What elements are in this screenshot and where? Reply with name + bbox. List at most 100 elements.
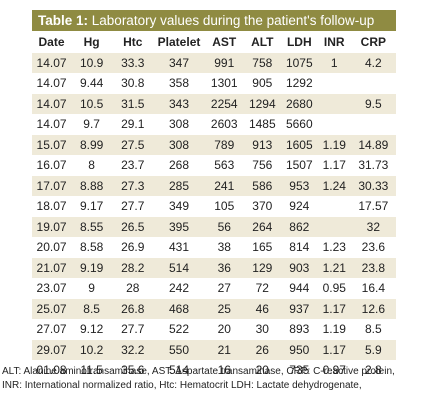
table-row: 27.07 9.12 27.7 522 20 30 893 1.19 8.5 xyxy=(32,319,396,340)
table-cell: 1.23 xyxy=(322,240,346,255)
table-cell: 370 xyxy=(252,199,273,214)
table-cell: 1485 xyxy=(248,117,276,132)
table-cell: 550 xyxy=(153,339,205,360)
table-cell xyxy=(318,73,351,94)
footnote: ALT: Alanine aminotransaminase, AST: Asp… xyxy=(2,365,436,393)
table-cell: 8 xyxy=(88,158,95,173)
table-cell: 30.33 xyxy=(350,175,396,196)
table-cell: 16.07 xyxy=(36,158,67,173)
table-row: 14.07 9.44 30.8 358 1301 905 1292 xyxy=(32,73,396,94)
table-cell: 514 xyxy=(169,363,190,378)
footnote-line: ALT: Alanine aminotransaminase, AST: Asp… xyxy=(2,366,395,377)
table-cell: 308 xyxy=(169,117,190,132)
table-cell: 9.7 xyxy=(83,117,100,132)
table-title-bar: Table 1: Laboratory values during the pa… xyxy=(32,10,396,31)
table-cell: 8.5 xyxy=(71,298,113,319)
footnote-line: INR: International normalized ratio, Htc… xyxy=(2,380,362,391)
table-cell: 32.2 xyxy=(112,339,154,360)
table-row: 15.07 8.99 27.5 308 789 913 1605 1.19 14.89 xyxy=(32,134,396,155)
table-cell: 21.07 xyxy=(32,257,72,278)
table-cell: 8.88 xyxy=(71,175,113,196)
table-cell: 9.19 xyxy=(71,257,113,278)
table-cell: 15.07 xyxy=(32,134,72,155)
column-header: LDH xyxy=(286,35,312,50)
table-cell: 10.9 xyxy=(71,52,113,73)
table-cell: 20 xyxy=(255,363,269,378)
table-cell: 17.07 xyxy=(32,175,72,196)
column-header: CRP xyxy=(360,35,387,50)
table-cell: 735 xyxy=(289,363,310,378)
table-cell: 31.5 xyxy=(112,93,154,114)
table-cell: 789 xyxy=(204,134,244,155)
table-cell: 23.8 xyxy=(350,257,396,278)
table-cell: 38 xyxy=(217,240,231,255)
table-cell: 30 xyxy=(255,322,269,337)
table-cell: 10.5 xyxy=(71,93,113,114)
table-row: 29.07 10.2 32.2 550 21 26 950 1.17 5.9 xyxy=(32,339,396,360)
table-cell xyxy=(351,114,396,135)
table-cell: 9.12 xyxy=(79,322,104,337)
table-cell: 20.07 xyxy=(36,240,67,255)
table-cell: 28 xyxy=(126,281,140,296)
table-row: 25.07 8.5 26.8 468 25 46 937 1.17 12.6 xyxy=(32,298,396,319)
table-cell: 308 xyxy=(153,134,205,155)
table-cell xyxy=(317,93,351,114)
table-cell: 756 xyxy=(252,158,273,173)
table-cell: 9.44 xyxy=(79,76,104,91)
table-cell: 9.17 xyxy=(79,199,104,214)
table-cell: 2603 xyxy=(210,117,238,132)
table-cell: 19.07 xyxy=(32,216,72,237)
table-cell: 2.8 xyxy=(365,363,382,378)
table-cell: 72 xyxy=(255,281,269,296)
table-cell: 2254 xyxy=(204,93,244,114)
table-cell: 30.8 xyxy=(121,76,145,91)
table-cell: 1.21 xyxy=(317,257,351,278)
table-cell: 1.19 xyxy=(322,322,346,337)
table-cell: 905 xyxy=(252,76,273,91)
table-cell: 903 xyxy=(280,257,318,278)
table-cell xyxy=(318,196,351,217)
table-cell: 343 xyxy=(153,93,205,114)
table-cell: 01.08 xyxy=(36,363,67,378)
table-cell xyxy=(317,216,351,237)
table-row: 18.07 9.17 27.7 349 105 370 924 17.57 xyxy=(32,196,396,217)
table-cell: 563 xyxy=(214,158,235,173)
table-label: Table 1: xyxy=(38,13,89,28)
table-cell xyxy=(318,114,351,135)
table-row: 17.07 8.88 27.3 285 241 586 953 1.24 30.33 xyxy=(32,175,396,196)
table-row: 16.07 8 23.7 268 563 756 1507 1.17 31.73 xyxy=(32,155,396,176)
table-cell: 1.19 xyxy=(317,134,351,155)
table-cell: 937 xyxy=(280,298,318,319)
table-cell: 27.7 xyxy=(121,322,145,337)
column-header: Date xyxy=(38,35,65,50)
table-cell: 431 xyxy=(169,240,190,255)
table-cell: 26.9 xyxy=(121,240,145,255)
table-cell: 129 xyxy=(243,257,281,278)
table-cell: 56 xyxy=(204,216,244,237)
table-cell: 522 xyxy=(169,322,190,337)
table-cell: 36 xyxy=(204,257,244,278)
table-cell: 241 xyxy=(204,175,244,196)
table-cell: 814 xyxy=(289,240,310,255)
table-cell: 16.4 xyxy=(361,281,386,296)
table-cell: 12.6 xyxy=(350,298,396,319)
column-header: AST xyxy=(212,35,237,50)
table-cell: 468 xyxy=(153,298,205,319)
table-cell: 25.07 xyxy=(32,298,72,319)
table-cell: 1.17 xyxy=(317,298,351,319)
table-cell: 1.17 xyxy=(322,158,346,173)
table-cell: 14.07 xyxy=(32,52,72,73)
table-cell: 26.5 xyxy=(112,216,154,237)
table-cell: 21 xyxy=(204,339,244,360)
table-cell: 264 xyxy=(243,216,281,237)
table-cell: 20 xyxy=(217,322,231,337)
table-cell: 242 xyxy=(169,281,190,296)
table-cell: 1292 xyxy=(285,76,313,91)
table-cell: 893 xyxy=(289,322,310,337)
table-cell: 46 xyxy=(243,298,281,319)
table-cell: 27.5 xyxy=(112,134,154,155)
table-cell: 23.6 xyxy=(361,240,386,255)
table-cell: 25 xyxy=(204,298,244,319)
table-body: 14.07 10.9 33.3 347 991 758 1075 1 4.2 14.07 9.44 3… xyxy=(32,52,396,381)
